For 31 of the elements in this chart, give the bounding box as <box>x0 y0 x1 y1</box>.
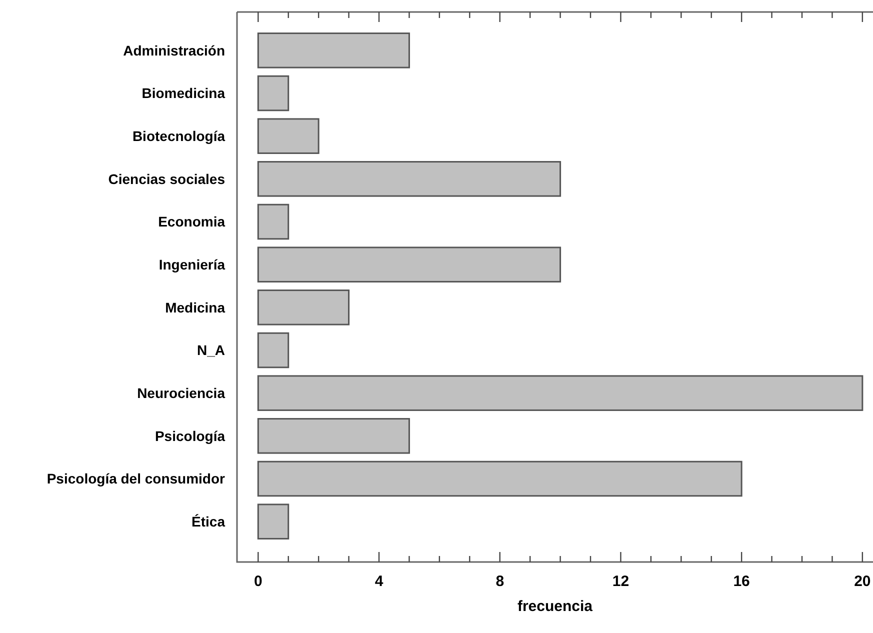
y-tick-label: Medicina <box>165 299 226 316</box>
y-tick-label: Biotecnología <box>132 128 226 144</box>
y-tick-label: Psicología <box>154 428 226 444</box>
x-tick-label: 12 <box>612 573 630 590</box>
x-axis-title: frecuencia <box>517 598 594 615</box>
y-tick-label: Ingeniería <box>158 256 226 272</box>
x-tick-label: 20 <box>854 573 871 590</box>
bar <box>257 75 290 112</box>
bar <box>257 32 410 68</box>
y-tick-label: Neurociencia <box>137 384 226 401</box>
y-tick-label: Economia <box>158 214 226 230</box>
bar <box>257 161 562 197</box>
y-tick-label: Psicología del consumidor <box>46 470 226 487</box>
bar <box>257 418 410 454</box>
x-tick-label: 4 <box>374 573 384 590</box>
y-tick-label: N_A <box>196 342 225 358</box>
x-tick-label: 8 <box>496 573 504 590</box>
bar <box>257 246 562 282</box>
x-tick-label: 16 <box>733 573 750 590</box>
bar <box>257 460 742 497</box>
bar <box>257 504 290 540</box>
bar <box>257 204 290 240</box>
y-tick-label: Ciencias sociales <box>108 170 226 187</box>
y-tick-label: Ética <box>192 513 226 530</box>
x-tick-label: 0 <box>254 573 262 590</box>
bar <box>257 118 320 154</box>
y-tick-label: Biomedicina <box>142 85 226 102</box>
y-tick-label: Administración <box>123 42 225 58</box>
bar <box>257 290 350 326</box>
bar <box>257 332 290 368</box>
bar <box>257 375 864 411</box>
